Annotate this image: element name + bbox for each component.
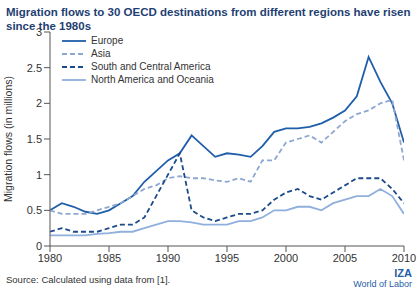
svg-text:1990: 1990	[156, 252, 180, 264]
svg-text:Migration flows (in millions): Migration flows (in millions)	[8, 76, 14, 202]
svg-text:3: 3	[36, 26, 42, 38]
svg-text:1: 1	[36, 169, 42, 181]
svg-text:0: 0	[36, 240, 42, 252]
svg-text:2: 2	[36, 97, 42, 109]
svg-text:1.5: 1.5	[27, 133, 42, 145]
svg-text:0.5: 0.5	[27, 204, 42, 216]
svg-text:2000: 2000	[274, 252, 298, 264]
svg-text:2010: 2010	[392, 252, 410, 264]
svg-text:1995: 1995	[215, 252, 239, 264]
svg-text:2005: 2005	[333, 252, 357, 264]
svg-text:2.5: 2.5	[27, 62, 42, 74]
svg-text:1985: 1985	[97, 252, 121, 264]
svg-text:1980: 1980	[38, 252, 62, 264]
